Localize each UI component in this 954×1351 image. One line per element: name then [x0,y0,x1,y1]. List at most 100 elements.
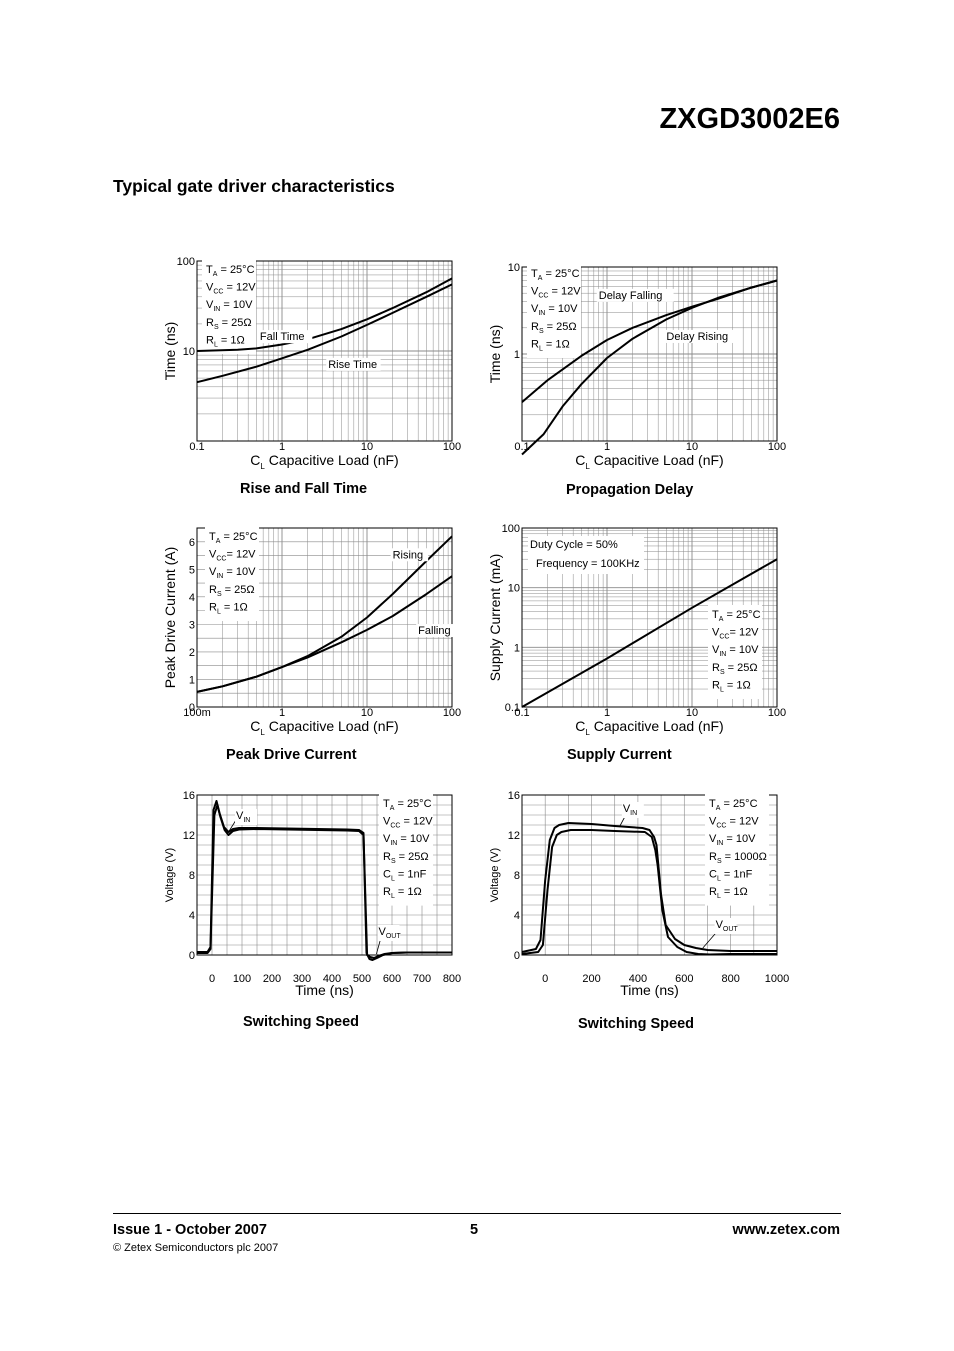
condition-text: VIN = 10V [383,833,430,847]
y-tick-label: 10 [183,346,195,358]
x-tick-label: 1 [604,441,610,453]
series-line-vout [521,829,777,956]
footer-page-number: 5 [470,1222,479,1238]
condition-text: RS = 1000Ω [709,851,767,865]
y-tick-label: 4 [189,592,195,604]
caption-switching-1: Switching Speed [243,1014,360,1030]
y-tick-label: 12 [508,830,520,842]
footer-url[interactable]: www.zetex.com [732,1222,840,1238]
x-tick-label: 1 [604,707,610,719]
y-tick-label: 100 [502,523,520,535]
x-tick-label: 0.1 [189,441,204,453]
y-tick-label: 12 [183,830,195,842]
conditions-box [202,260,256,354]
y-axis-label: Supply Current (mA) [487,554,503,682]
annotation-label: VIN [236,810,250,824]
series-line-delay-rising [521,279,778,456]
y-tick-label: 10 [508,262,520,274]
condition-text: TA = 25°C [206,264,255,278]
x-tick-label: 700 [413,973,431,985]
annotation-pointer [702,931,718,949]
x-axis-label: Time (ns) [620,982,679,998]
caption-supply-current: Supply Current [567,747,672,763]
series-label-bg [390,548,429,562]
condition-text: RS = 25Ω [209,584,255,598]
annotation-bg [621,802,644,818]
annotation-label: VIN [623,803,637,817]
y-tick-label: 0 [189,702,195,714]
y-tick-label: 8 [514,870,520,882]
annotation-bg [235,809,257,825]
series-label: Fall Time [260,331,305,343]
y-tick-label: 1 [514,349,520,361]
y-tick-label: 2 [189,647,195,659]
condition-text: VCC = 12V [383,816,433,830]
x-tick-label: 0.1 [514,441,529,453]
annotation-label: VOUT [716,919,739,933]
conditions-box [705,794,769,906]
series-label-bg [326,357,381,371]
x-tick-label: 10 [361,441,373,453]
y-tick-label: 10 [508,583,520,595]
series-label: Rise Time [328,359,377,371]
y-tick-label: 4 [514,910,520,922]
part-number: ZXGD3002E6 [659,103,840,135]
y-axis-label: Voltage (V) [164,848,176,902]
x-tick-label: 10 [686,441,698,453]
series-label: Falling [418,625,450,637]
y-tick-label: 16 [183,790,195,802]
x-tick-label: 200 [582,973,600,985]
series-line-falling [196,575,453,693]
x-tick-label: 800 [721,973,739,985]
x-axis-label: CL Capacitive Load (nF) [250,452,398,471]
condition-text: TA = 25°C [712,609,761,623]
y-tick-label: 16 [508,790,520,802]
annotation-label: VOUT [379,926,402,940]
x-tick-label: 800 [443,973,461,985]
caption-peak-drive: Peak Drive Current [226,747,357,763]
condition-text: TA = 25°C [383,798,432,812]
y-tick-label: 6 [189,537,195,549]
series-label-bg [596,288,674,302]
x-axis-label: CL Capacitive Load (nF) [250,718,398,737]
condition-text: RL = 1Ω [531,338,570,352]
y-tick-label: 3 [189,619,195,631]
y-axis-label: Peak Drive Current (A) [162,547,178,689]
annotation-pointer [228,820,236,833]
condition-text: RS = 25Ω [383,851,429,865]
footer-issue: Issue 1 - October 2007 [113,1222,267,1238]
x-tick-label: 600 [675,973,693,985]
footer-copyright: © Zetex Semiconductors plc 2007 [113,1242,279,1254]
condition-text: RS = 25Ω [712,662,758,676]
caption-switching-2: Switching Speed [578,1016,695,1032]
x-tick-label: 1000 [765,973,789,985]
footer-rule [113,1213,841,1214]
y-tick-label: 0 [514,950,520,962]
section-title: Typical gate driver characteristics [113,176,395,196]
series-line-vout [197,804,452,959]
x-tick-label: 400 [629,973,647,985]
condition-text: VIN = 10V [206,299,253,313]
caption-rise-fall: Rise and Fall Time [240,481,368,497]
condition-text: CL = 1nF [709,868,753,882]
annotation-bg [714,918,737,934]
plot-frame [521,794,778,956]
plot-frame [196,794,453,956]
chart-switching-1: 0 100 200 300 400 500 600 700 800 0 4 8 12 16 Time (ns… [164,790,461,998]
x-tick-label: 0 [209,973,215,985]
annotation-bg [377,925,400,941]
y-tick-label: 1 [189,674,195,686]
condition-text: VCC= 12V [209,549,256,563]
conditions-box [527,264,581,358]
y-axis-label: Time (ns) [162,322,178,381]
caption-prop-delay: Propagation Delay [566,482,694,498]
condition-text: VCC = 12V [709,816,759,830]
condition-text: CL = 1nF [383,868,427,882]
series-line-rise-time [196,283,453,384]
annotation-pointer [376,938,381,955]
chart-rise-fall: 0.1 1 10 100 10 100 CL Capacitive Load (nF) Tim… [162,256,461,471]
x-tick-label: 100m [183,707,211,719]
series-line-fall-time [196,277,453,352]
conditions-box [205,527,259,621]
